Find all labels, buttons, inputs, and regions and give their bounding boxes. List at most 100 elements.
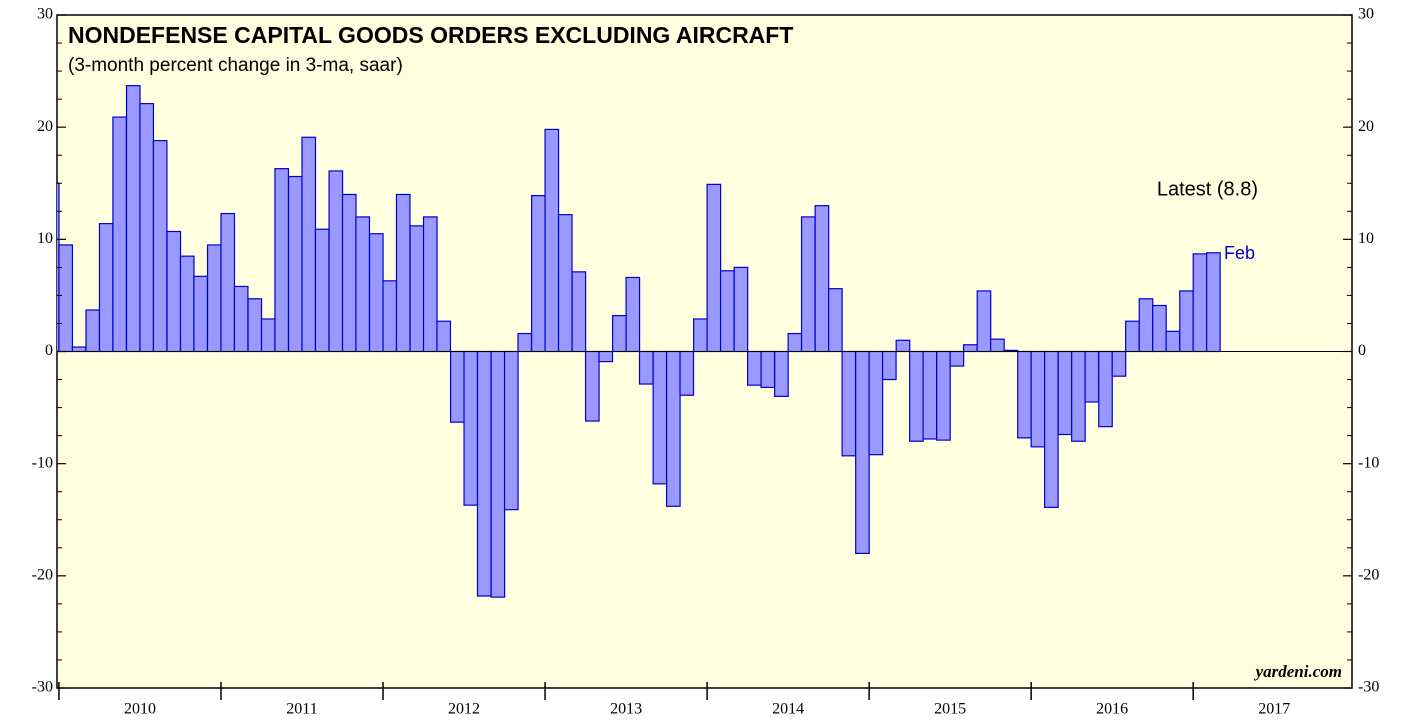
bar: [490, 350, 506, 598]
bar: [638, 350, 654, 385]
bar: [665, 350, 681, 507]
bar: [612, 315, 627, 353]
chart-title: NONDEFENSE CAPITAL GOODS ORDERS EXCLUDIN…: [68, 22, 793, 48]
bar: [463, 350, 479, 506]
x-tick-label: 2011: [286, 701, 317, 718]
bar: [990, 338, 1005, 353]
bar: [841, 350, 857, 457]
bar: [98, 223, 114, 353]
bar: [274, 168, 290, 353]
bar: [909, 350, 924, 442]
y-tick-label: 10: [37, 230, 53, 247]
bar: [382, 280, 398, 353]
bar: [1111, 350, 1127, 377]
bar: [922, 350, 938, 440]
x-tick-label: 2015: [934, 701, 966, 718]
bar: [828, 288, 843, 353]
bar: [220, 212, 236, 353]
bar: [422, 216, 438, 353]
bar: [774, 350, 789, 397]
bar: [395, 193, 411, 353]
bar: [1138, 298, 1154, 353]
bar: [1192, 253, 1208, 353]
bar: [85, 309, 101, 353]
last-month-label: Feb: [1224, 243, 1255, 263]
bar: [58, 244, 74, 353]
bar: [341, 193, 357, 353]
bar: [1098, 350, 1113, 428]
bar: [814, 205, 830, 353]
bar: [449, 350, 465, 423]
latest-label: Latest (8.8): [1157, 178, 1258, 200]
bar: [355, 216, 371, 353]
bar: [287, 175, 303, 353]
y2-tick-label: 10: [1358, 230, 1374, 247]
bar: [625, 276, 641, 353]
bar: [598, 350, 614, 363]
bar: [1030, 350, 1046, 448]
x-tick-label: 2010: [124, 701, 156, 718]
bar: [503, 350, 519, 511]
bar: [760, 350, 776, 388]
bar: [949, 350, 965, 367]
bar: [517, 332, 533, 353]
bar: [179, 255, 195, 353]
bar: [71, 346, 87, 353]
bar: [962, 344, 978, 353]
bar: [206, 244, 222, 353]
bar: [868, 350, 884, 456]
y2-tick-label: 20: [1358, 118, 1374, 135]
bar: [436, 320, 452, 353]
source-label: yardeni.com: [1254, 662, 1342, 681]
y2-tick-label: -10: [1358, 454, 1379, 471]
bar: [693, 318, 708, 353]
bar: [301, 136, 317, 353]
y2-tick-label: -30: [1358, 679, 1379, 696]
y-tick-label: 30: [37, 6, 53, 23]
bar: [787, 332, 803, 353]
bar: [733, 266, 749, 353]
x-tick-label: 2017: [1258, 701, 1290, 718]
x-tick-label: 2013: [610, 701, 642, 718]
bar: [152, 140, 168, 353]
bar: [1071, 350, 1086, 442]
bar: [544, 128, 560, 353]
bar: [652, 350, 668, 485]
bar: [1017, 350, 1032, 439]
y-tick-label: -30: [32, 679, 53, 696]
chart-subtitle: (3-month percent change in 3-ma, saar): [68, 55, 403, 76]
bar: [936, 350, 951, 441]
y-tick-label: -20: [32, 567, 53, 584]
bar: [800, 216, 816, 353]
bar: [1125, 320, 1140, 353]
bar: [571, 271, 587, 353]
bar: [1179, 290, 1194, 353]
bar: [314, 228, 330, 353]
y2-tick-label: -20: [1358, 567, 1379, 584]
bar: [368, 233, 384, 353]
bar: [1165, 330, 1181, 353]
bar: [1044, 350, 1059, 509]
bar: [193, 275, 209, 353]
bar: [719, 270, 735, 353]
bar: [1206, 252, 1221, 353]
y2-tick-label: 0: [1358, 342, 1366, 359]
bar: [855, 350, 870, 554]
bar: [166, 230, 182, 353]
bar: [328, 170, 344, 353]
bar: [233, 285, 249, 353]
bar: [706, 183, 722, 353]
bar: [747, 350, 762, 386]
bar: [139, 103, 155, 353]
x-tick-label: 2014: [772, 701, 804, 718]
bar: [112, 116, 128, 353]
bar: [260, 318, 276, 353]
y-tick-label: 20: [37, 118, 53, 135]
bar: [584, 350, 600, 422]
bar: [1057, 350, 1073, 436]
bar: [247, 298, 263, 353]
bar: [679, 350, 695, 396]
y2-tick-label: 30: [1358, 6, 1374, 23]
x-tick-label: 2016: [1096, 701, 1128, 718]
